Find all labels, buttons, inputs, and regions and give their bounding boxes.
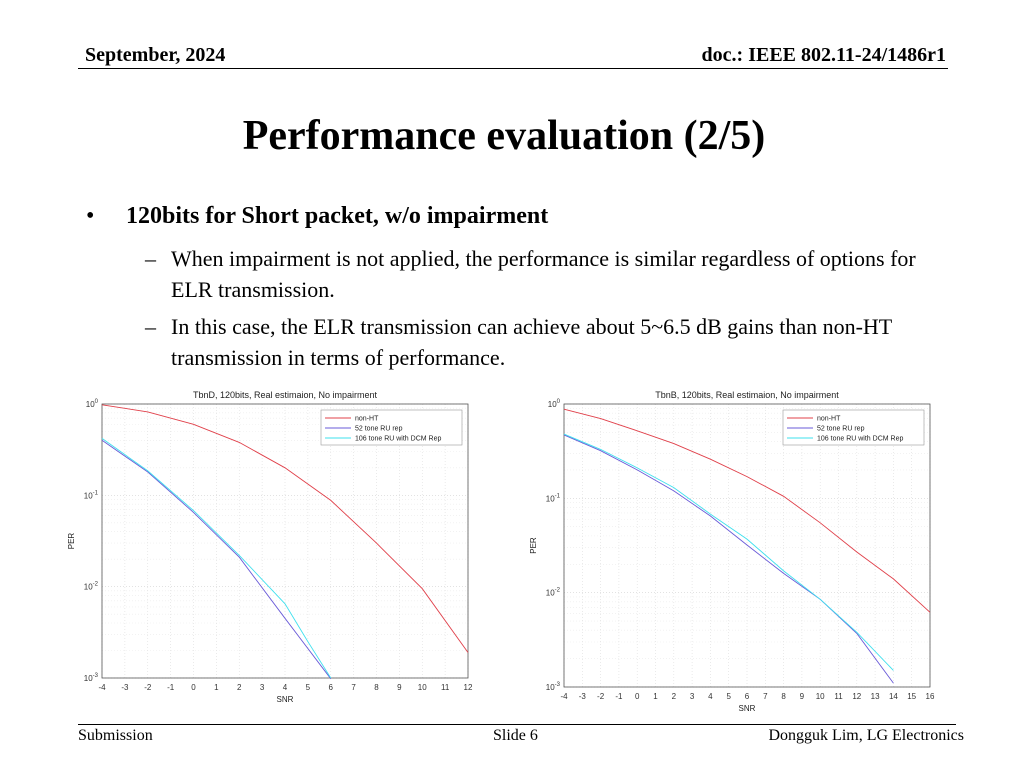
x-tick-label: 5: [306, 683, 311, 692]
plot-frame: [563, 403, 931, 688]
y-tick-label: 100: [86, 399, 99, 409]
x-tick-label: -2: [597, 692, 605, 701]
series-line-106-tone-ru-with-dcm-rep: [101, 438, 332, 679]
sub-bullet-dash: –: [145, 246, 156, 271]
series-line-non-ht: [563, 408, 931, 613]
x-tick-label: 16: [926, 692, 935, 701]
y-tick-label: 10-1: [84, 490, 99, 500]
header-divider: [78, 68, 948, 69]
x-tick-label: -1: [615, 692, 623, 701]
x-tick-label: 6: [329, 683, 334, 692]
bullet-dot: •: [86, 203, 95, 229]
legend-label: non-HT: [817, 416, 841, 423]
footer-author: Dongguk Lim, LG Electronics: [768, 727, 964, 744]
x-tick-label: -4: [560, 692, 568, 701]
legend-label: 52 tone RU rep: [817, 426, 865, 433]
x-tick-label: 9: [800, 692, 805, 701]
x-axis-label: SNR: [277, 695, 294, 704]
footer-submission: Submission: [78, 727, 153, 744]
x-tick-label: -3: [121, 683, 129, 692]
legend-label: 106 tone RU with DCM Rep: [817, 436, 903, 443]
x-tick-label: 14: [889, 692, 898, 701]
y-tick-label: 10-2: [84, 582, 99, 592]
sub-bullet-text: In this case, the ELR transmission can a…: [171, 314, 892, 370]
legend-label: non-HT: [355, 416, 379, 423]
x-tick-label: 6: [745, 692, 750, 701]
x-tick-label: 3: [690, 692, 695, 701]
series-line-non-ht: [101, 404, 469, 653]
y-tick-label: 10-3: [84, 673, 99, 683]
x-tick-label: 10: [816, 692, 825, 701]
series-line-52-tone-ru-rep: [101, 439, 332, 680]
header-date: September, 2024: [85, 44, 226, 66]
series-line-106-tone-ru-with-dcm-rep: [563, 433, 894, 671]
sub-bullet-dash: –: [145, 314, 156, 339]
x-tick-label: 11: [441, 683, 450, 692]
x-tick-label: 2: [237, 683, 242, 692]
x-tick-label: 0: [191, 683, 196, 692]
x-tick-label: 9: [397, 683, 402, 692]
x-tick-label: 0: [635, 692, 640, 701]
y-tick-label: 10-3: [546, 682, 561, 692]
plot-frame: [101, 403, 469, 679]
x-tick-label: 5: [726, 692, 731, 701]
x-tick-label: 11: [834, 692, 843, 701]
x-tick-label: 1: [214, 683, 219, 692]
y-tick-label: 100: [548, 399, 561, 409]
x-tick-label: 2: [672, 692, 677, 701]
y-axis-label: PER: [67, 533, 76, 550]
x-tick-label: -2: [144, 683, 152, 692]
x-tick-label: 3: [260, 683, 265, 692]
x-tick-label: 10: [418, 683, 427, 692]
y-tick-label: 10-2: [546, 588, 561, 598]
chart-title: TbnB, 120bits, Real estimaion, No impair…: [655, 390, 839, 400]
x-tick-label: 12: [852, 692, 861, 701]
legend-label: 52 tone RU rep: [355, 426, 403, 433]
series-line-52-tone-ru-rep: [563, 434, 894, 684]
y-axis-label: PER: [529, 537, 538, 554]
x-tick-label: 8: [781, 692, 786, 701]
footer-slide-number: Slide 6: [493, 727, 538, 744]
x-tick-label: -4: [98, 683, 106, 692]
footer-divider: [78, 724, 956, 725]
chart-tbnb: -4 -3 -2 -1 0 1 2 3 4 5 6 7 8 9 10 11 12 13 14 15 1610010-11…: [529, 390, 935, 713]
bullet-text: 120bits for Short packet, w/o impairment: [126, 203, 549, 229]
chart-title: TbnD, 120bits, Real estimaion, No impair…: [193, 390, 378, 400]
x-tick-label: 4: [708, 692, 713, 701]
x-axis-label: SNR: [739, 704, 756, 713]
x-tick-label: 1: [653, 692, 658, 701]
x-tick-label: 12: [464, 683, 473, 692]
sub-bullet-text: When impairment is not applied, the perf…: [171, 246, 916, 302]
x-tick-label: 7: [351, 683, 356, 692]
x-tick-label: 15: [907, 692, 916, 701]
slide-title: Performance evaluation (2/5): [242, 113, 766, 159]
x-tick-label: 13: [871, 692, 880, 701]
x-tick-label: 4: [283, 683, 288, 692]
x-tick-label: 8: [374, 683, 379, 692]
header-doc-number: doc.: IEEE 802.11-24/1486r1: [701, 44, 946, 66]
legend-label: 106 tone RU with DCM Rep: [355, 436, 441, 443]
x-tick-label: 7: [763, 692, 768, 701]
y-tick-label: 10-1: [546, 493, 561, 503]
x-tick-label: -3: [579, 692, 587, 701]
chart-tbnd: -4 -3 -2 -1 0 1 2 3 4 5 6 7 8 9 10 11 1210010-110-210-3T…: [67, 390, 473, 704]
x-tick-label: -1: [167, 683, 175, 692]
